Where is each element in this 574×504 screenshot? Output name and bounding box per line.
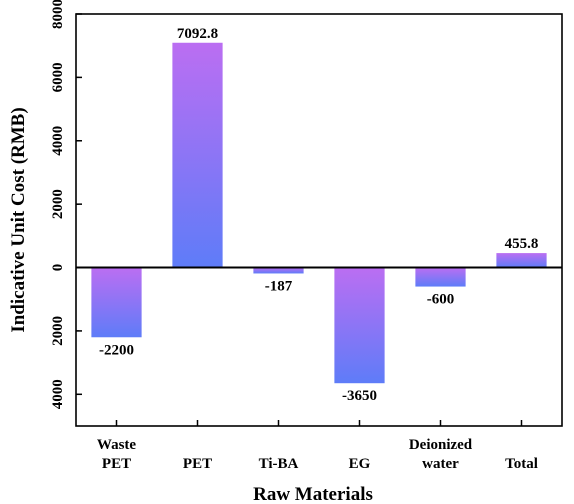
- x-tick-label: PET: [183, 456, 212, 472]
- plot-frame: [75, 13, 563, 427]
- data-label: -3650: [342, 388, 377, 404]
- data-label: -2200: [99, 342, 134, 358]
- y-axis: 4000 2000 0 2000 4000 6000 8000: [50, 0, 82, 409]
- data-labels: -2200 7092.8 -187 -3650 -600 455.8: [99, 26, 538, 404]
- y-tick-label: 4000: [50, 379, 66, 409]
- x-tick-label: water: [422, 456, 459, 472]
- bar: [91, 267, 142, 338]
- x-tick-label: Total: [505, 456, 538, 472]
- y-tick-label: 8000: [50, 0, 66, 29]
- y-tick-label: 0: [50, 264, 66, 272]
- bar: [172, 42, 223, 268]
- bar: [253, 267, 304, 274]
- x-axis-title: Raw Materials: [253, 484, 373, 504]
- x-tick-label: Waste: [97, 437, 137, 453]
- bars-group: [91, 42, 547, 384]
- x-tick-label: EG: [349, 456, 371, 472]
- data-label: 455.8: [505, 236, 539, 252]
- data-label: -600: [427, 292, 455, 308]
- x-axis: Waste PET PET Ti-BA EG Deionized water Total: [97, 420, 538, 472]
- x-tick-label: Ti-BA: [259, 456, 299, 472]
- y-tick-label: 2000: [50, 189, 66, 219]
- x-tick-label: Deionized: [409, 437, 473, 453]
- data-label: 7092.8: [177, 26, 218, 42]
- bar: [334, 267, 385, 384]
- y-tick-label: 2000: [50, 316, 66, 346]
- y-tick-label: 6000: [50, 62, 66, 92]
- y-tick-label: 4000: [50, 126, 66, 156]
- bar: [415, 267, 466, 287]
- data-label: -187: [265, 278, 293, 294]
- bar: [496, 253, 547, 268]
- x-tick-label: PET: [102, 456, 131, 472]
- y-axis-title: Indicative Unit Cost (RMB): [8, 107, 29, 332]
